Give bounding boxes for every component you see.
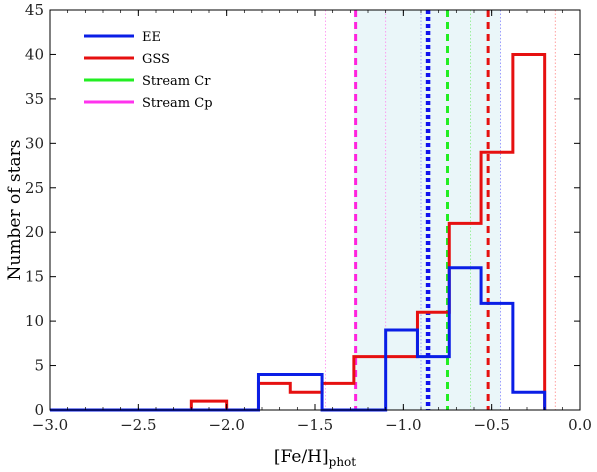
y-tick-label: 0 bbox=[34, 401, 44, 419]
legend-label-2: Stream Cr bbox=[142, 74, 211, 89]
legend-label-3: Stream Cp bbox=[142, 96, 213, 111]
plot-area bbox=[50, 10, 556, 412]
y-tick-label: 15 bbox=[25, 268, 44, 286]
y-tick-label: 45 bbox=[25, 1, 44, 19]
y-tick-label: 10 bbox=[25, 312, 44, 330]
x-axis-label: [Fe/H]phot bbox=[274, 447, 356, 469]
y-tick-label: 20 bbox=[25, 223, 44, 241]
y-tick-label: 5 bbox=[34, 357, 44, 375]
y-tick-label: 25 bbox=[25, 179, 44, 197]
x-tick-label: −0.5 bbox=[473, 416, 509, 434]
x-tick-label: −3.0 bbox=[32, 416, 68, 434]
y-tick-label: 35 bbox=[25, 90, 44, 108]
vertical-lines-layer bbox=[325, 10, 556, 410]
ticks-layer: −3.0 −2.5 −2.0 −1.5 −1.0 −0.5 0.0 0 5 10 15 20 25 30 3… bbox=[25, 1, 592, 434]
y-tick-label: 40 bbox=[25, 45, 44, 63]
x-axis-label-main: [Fe/H] bbox=[274, 447, 329, 467]
x-tick-label: −2.0 bbox=[208, 416, 244, 434]
y-tick-label: 30 bbox=[25, 134, 44, 152]
x-tick-label: −2.5 bbox=[120, 416, 156, 434]
x-tick-label: 0.0 bbox=[568, 416, 592, 434]
legend-label-1: GSS bbox=[142, 52, 170, 67]
x-tick-label: −1.5 bbox=[297, 416, 333, 434]
x-axis-label-subscript: phot bbox=[329, 455, 357, 469]
histogram-ee bbox=[50, 266, 547, 412]
x-tick-label: −1.0 bbox=[385, 416, 421, 434]
legend: EE GSS Stream Cr Stream Cp bbox=[84, 30, 213, 111]
y-axis-label: Number of stars bbox=[5, 140, 25, 281]
legend-label-0: EE bbox=[142, 30, 161, 45]
